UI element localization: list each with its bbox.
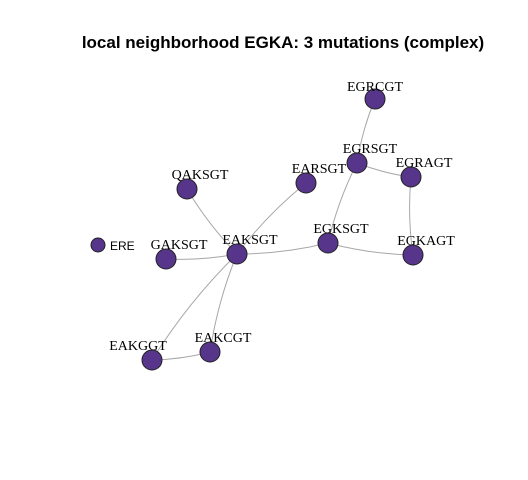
node-label: EGRCGT	[347, 80, 403, 95]
node: GAKSGT	[151, 238, 208, 270]
node-circle	[176, 178, 198, 200]
node-label: EGKSGT	[313, 222, 369, 237]
node: QAKSGT	[172, 168, 229, 200]
node: EGRCGT	[347, 80, 403, 110]
node-circle	[364, 88, 386, 110]
node-label: EAKCGT	[195, 331, 252, 346]
node: EGKSGT	[313, 222, 369, 254]
node-circle	[226, 243, 248, 265]
node-circle	[155, 248, 177, 270]
node: EGRSGT	[343, 142, 398, 174]
edges-layer	[151, 98, 414, 361]
node: EAKGGT	[109, 339, 167, 371]
node-label: EGKAGT	[397, 234, 455, 249]
node: EAKSGT	[222, 233, 278, 265]
node-label: EARSGT	[292, 162, 347, 177]
node-label: EGRAGT	[396, 156, 453, 171]
node: EAKCGT	[195, 331, 252, 363]
node-label: QAKSGT	[172, 168, 229, 183]
node-circle	[295, 172, 317, 194]
node-circle	[402, 244, 424, 266]
node-label: EGRSGT	[343, 142, 398, 157]
node-circle	[199, 341, 221, 363]
node-label: EAKSGT	[222, 233, 278, 248]
chart-title: local neighborhood EGKA: 3 mutations (co…	[82, 33, 484, 52]
legend: ERE	[90, 237, 135, 253]
legend-marker	[90, 237, 106, 253]
node-label: EAKGGT	[109, 339, 167, 354]
legend-label: ERE	[110, 239, 135, 253]
node-circle	[346, 152, 368, 174]
edge	[209, 253, 238, 353]
node: EGKAGT	[397, 234, 455, 266]
node: EGRAGT	[396, 156, 453, 188]
edge	[165, 253, 238, 260]
node-circle	[141, 349, 163, 371]
node-label: GAKSGT	[151, 238, 208, 253]
node: EARSGT	[292, 162, 347, 194]
edge	[151, 253, 238, 361]
node-circle	[317, 232, 339, 254]
node-circle	[400, 166, 422, 188]
